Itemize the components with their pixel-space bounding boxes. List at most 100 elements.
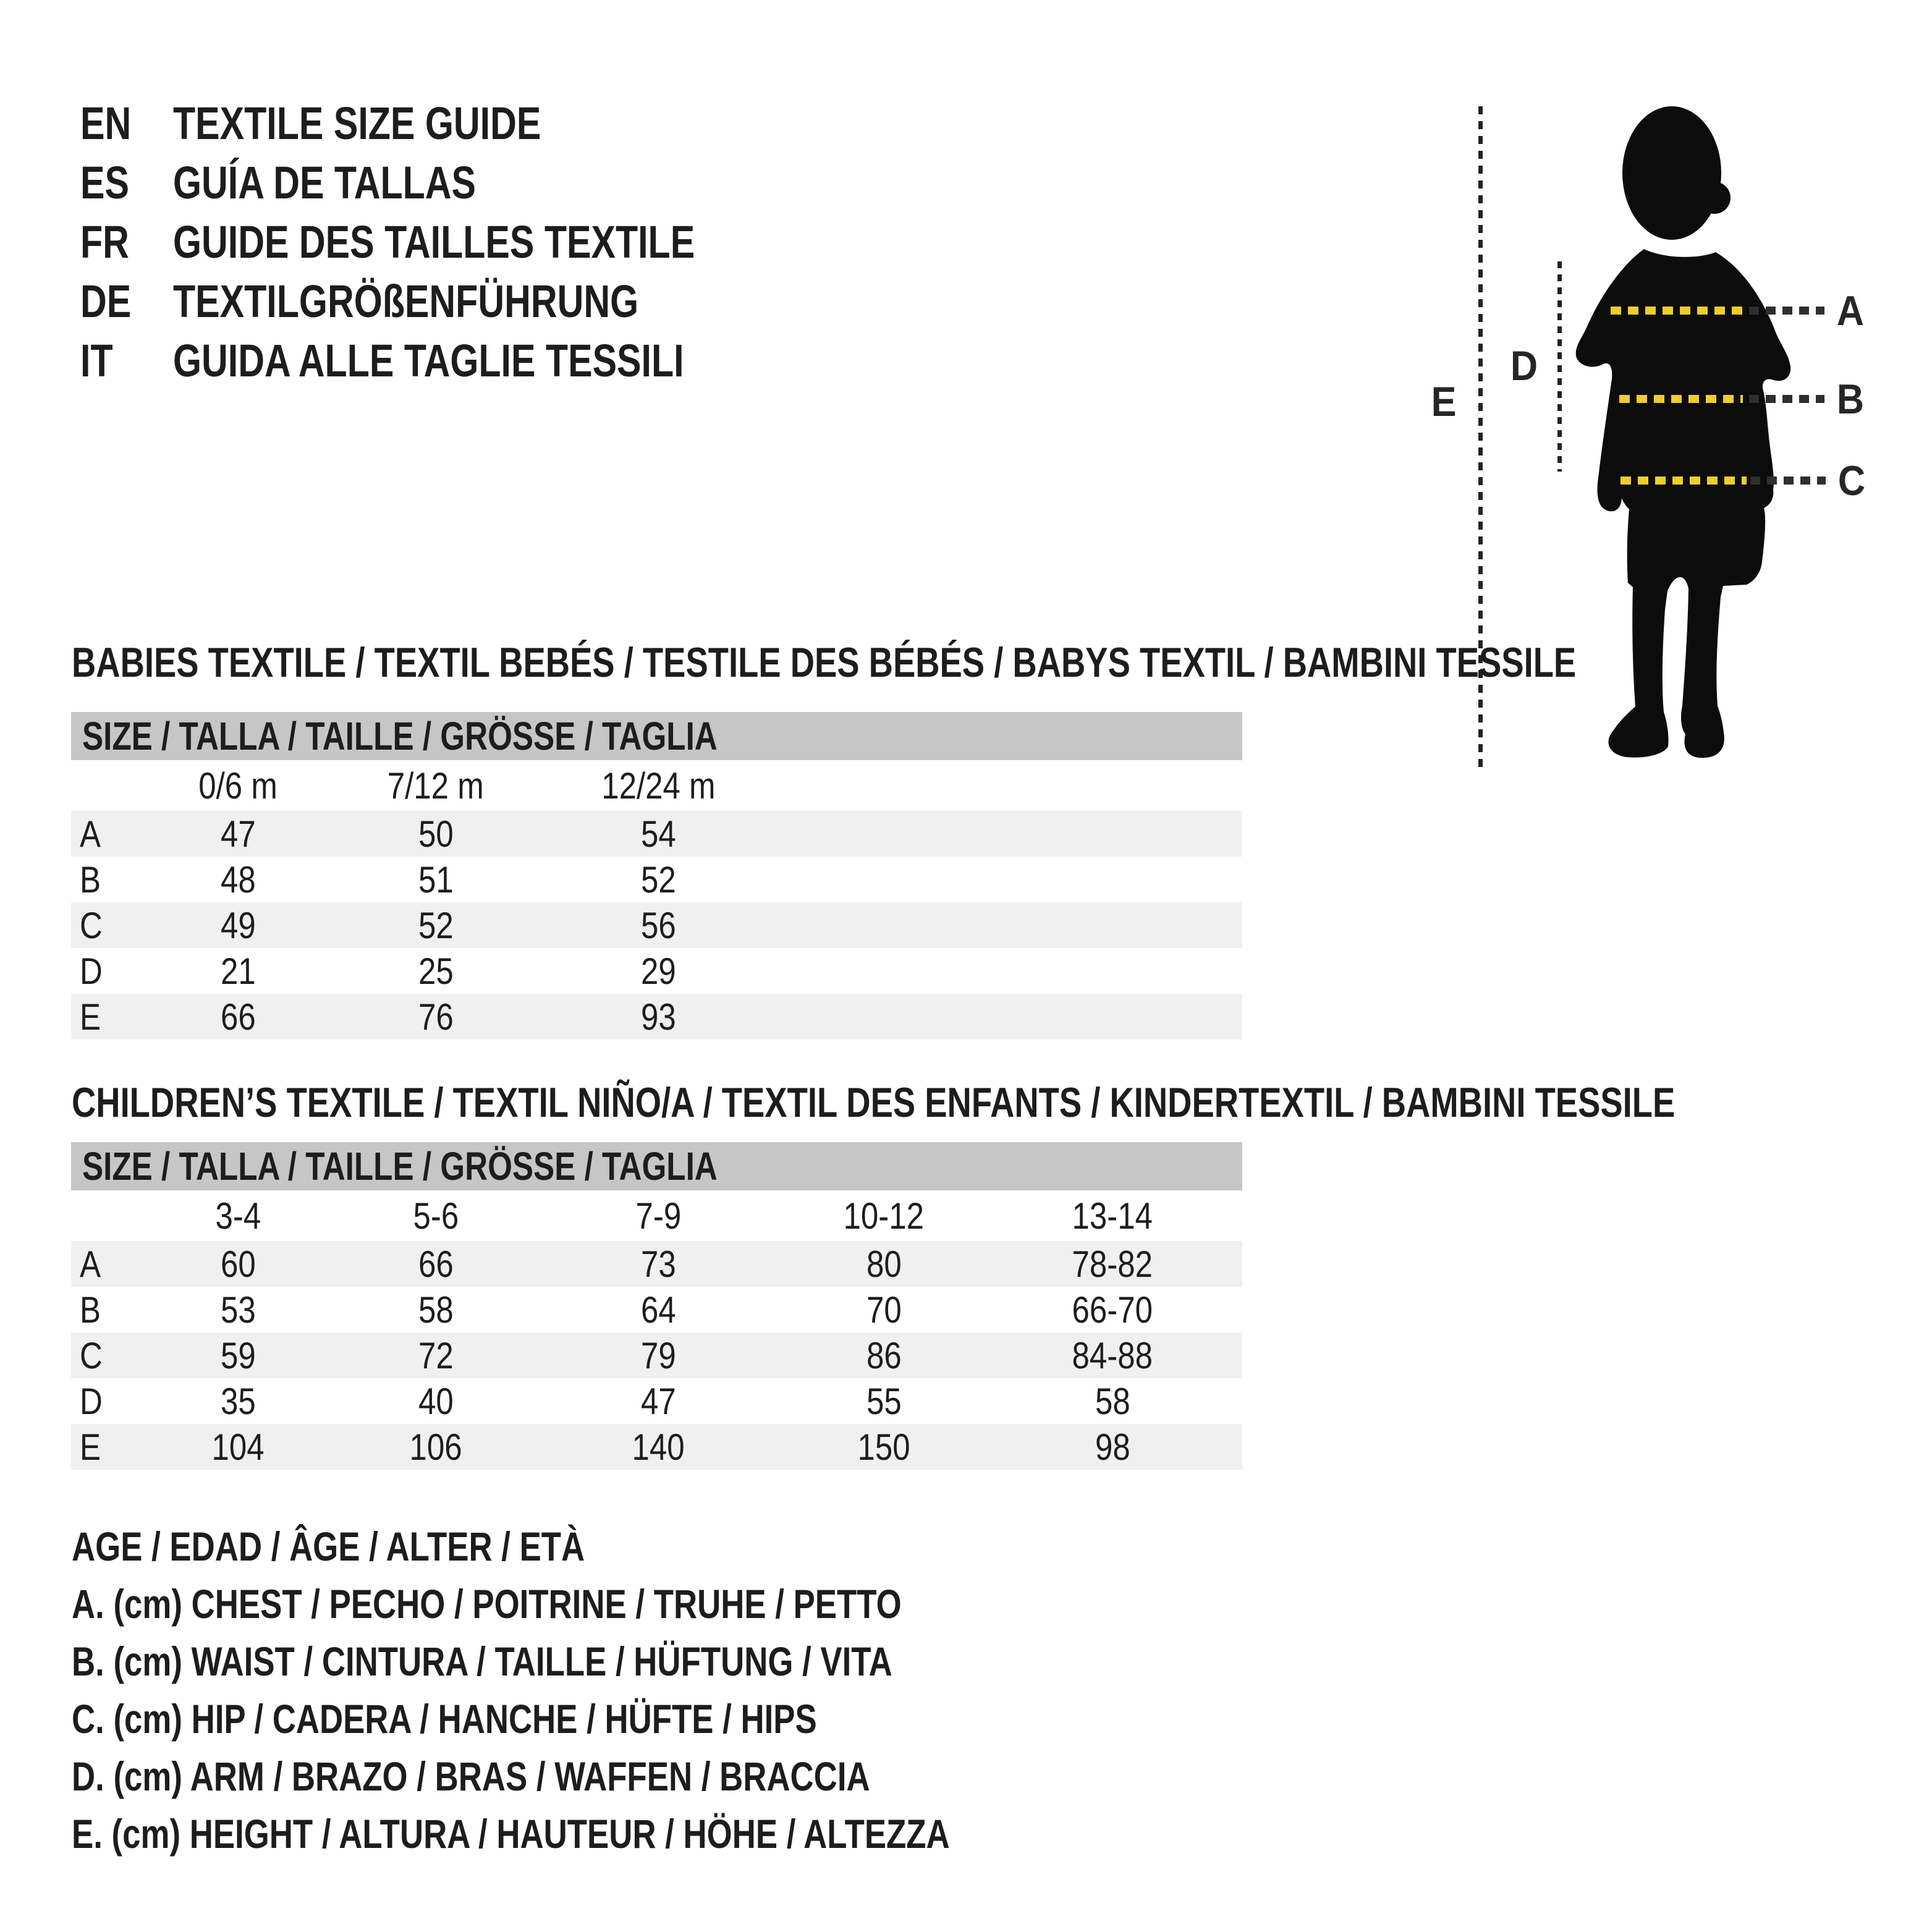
legend-line-height: E. (cm) HEIGHT / ALTURA / HAUTEUR / HÖHE… xyxy=(72,1811,950,1857)
table-row: E 104 106 140 150 98 xyxy=(71,1424,1242,1470)
arm-measure-line-d xyxy=(1557,261,1562,472)
table-row: A 47 50 54 xyxy=(71,811,1242,857)
language-code: EN xyxy=(80,98,132,149)
guide-title: GUIDE DES TAILLES TEXTILE xyxy=(173,216,695,268)
row-label: D xyxy=(80,950,103,992)
size-value: 29 xyxy=(640,950,676,992)
language-row: DE TEXTILGRÖßENFÜHRUNG xyxy=(80,272,825,331)
language-code: FR xyxy=(80,216,129,268)
size-value: 93 xyxy=(640,996,676,1038)
label-a: A xyxy=(1836,287,1865,334)
language-code: ES xyxy=(80,157,129,208)
size-value: 21 xyxy=(220,950,256,992)
row-label: A xyxy=(80,1243,101,1285)
label-b: B xyxy=(1836,376,1865,423)
column-header: 13-14 xyxy=(1072,1195,1153,1237)
size-value: 79 xyxy=(640,1334,676,1376)
size-value: 48 xyxy=(220,858,256,900)
hip-measure-line-c xyxy=(1621,477,1747,485)
table-row: E 66 76 93 xyxy=(71,994,1242,1040)
row-label: B xyxy=(80,1289,101,1331)
size-value: 59 xyxy=(220,1334,256,1376)
table-row: C 59 72 79 86 84-88 xyxy=(71,1332,1242,1378)
table-row: C 49 52 56 xyxy=(71,902,1242,948)
table-row: D 21 25 29 xyxy=(71,948,1242,994)
language-code: DE xyxy=(80,276,132,327)
size-header-bar: SIZE / TALLA / TAILLE / GRÖSSE / TAGLIA xyxy=(71,712,1242,760)
column-header: 0/6 m xyxy=(198,765,278,807)
child-silhouette-icon xyxy=(1575,106,1791,758)
size-header-bar: SIZE / TALLA / TAILLE / GRÖSSE / TAGLIA xyxy=(71,1142,1242,1190)
size-value: 55 xyxy=(866,1380,902,1422)
chest-leader-line-a xyxy=(1749,307,1824,315)
size-value: 52 xyxy=(640,858,676,900)
table-header-row: 3-4 5-6 7-9 10-12 13-14 xyxy=(71,1190,1242,1241)
height-measure-line-e xyxy=(1478,106,1483,771)
babies-section-heading: BABIES TEXTILE / TEXTIL BEBÉS / TESTILE … xyxy=(72,638,1932,687)
label-e: E xyxy=(1431,378,1457,425)
children-size-table: SIZE / TALLA / TAILLE / GRÖSSE / TAGLIA … xyxy=(71,1142,1242,1470)
language-row: FR GUIDE DES TAILLES TEXTILE xyxy=(80,213,825,272)
size-header-text: SIZE / TALLA / TAILLE / GRÖSSE / TAGLIA xyxy=(82,714,718,758)
size-value: 104 xyxy=(211,1426,265,1468)
language-row: ES GUÍA DE TALLAS xyxy=(80,153,825,213)
legend-line-arm: D. (cm) ARM / BRAZO / BRAS / WAFFEN / BR… xyxy=(72,1753,870,1799)
table-row: A 60 66 73 80 78-82 xyxy=(71,1241,1242,1287)
row-label: E xyxy=(80,1426,101,1468)
waist-measure-line-b xyxy=(1619,395,1743,403)
size-value: 53 xyxy=(220,1289,256,1331)
size-value: 78-82 xyxy=(1072,1243,1153,1285)
size-value: 80 xyxy=(866,1243,902,1285)
size-value: 40 xyxy=(418,1380,454,1422)
size-value: 51 xyxy=(418,858,454,900)
size-value: 58 xyxy=(1095,1380,1130,1422)
size-value: 86 xyxy=(866,1334,902,1376)
size-value: 54 xyxy=(640,813,676,855)
row-label: B xyxy=(80,858,101,900)
language-code: IT xyxy=(80,335,113,386)
guide-title: TEXTILGRÖßENFÜHRUNG xyxy=(173,276,639,327)
size-value: 50 xyxy=(418,813,454,855)
size-value: 49 xyxy=(220,904,256,946)
size-value: 60 xyxy=(220,1243,256,1285)
children-heading-text: CHILDREN’S TEXTILE / TEXTIL NIÑO/A / TEX… xyxy=(72,1079,1676,1126)
babies-heading-text: BABIES TEXTILE / TEXTIL BEBÉS / TESTILE … xyxy=(72,639,1577,686)
waist-leader-line-b xyxy=(1749,395,1824,403)
size-value: 66 xyxy=(220,996,256,1038)
size-value: 106 xyxy=(409,1426,462,1468)
label-c: C xyxy=(1837,457,1866,504)
size-value: 64 xyxy=(640,1289,676,1331)
size-value: 58 xyxy=(418,1289,454,1331)
hip-leader-line-c xyxy=(1750,477,1826,485)
measurement-figure: A B C D E xyxy=(0,0,1932,803)
language-row: IT GUIDA ALLE TAGLIE TESSILI xyxy=(80,331,825,391)
row-label: C xyxy=(80,904,103,946)
legend-line-hip: C. (cm) HIP / CADERA / HANCHE / HÜFTE / … xyxy=(72,1696,817,1742)
table-row: B 48 51 52 xyxy=(71,857,1242,902)
size-value: 76 xyxy=(418,996,454,1038)
column-header: 3-4 xyxy=(215,1195,261,1237)
legend-line-chest: A. (cm) CHEST / PECHO / POITRINE / TRUHE… xyxy=(72,1581,902,1627)
size-value: 72 xyxy=(418,1334,454,1376)
column-header: 7-9 xyxy=(635,1195,681,1237)
guide-title: TEXTILE SIZE GUIDE xyxy=(173,98,541,149)
table-header-row: 0/6 m 7/12 m 12/24 m xyxy=(71,760,1242,811)
size-header-text: SIZE / TALLA / TAILLE / GRÖSSE / TAGLIA xyxy=(82,1144,718,1188)
size-value: 56 xyxy=(640,904,676,946)
guide-title: GUÍA DE TALLAS xyxy=(173,157,477,208)
legend-line-age: AGE / EDAD / ÂGE / ALTER / ETÀ xyxy=(72,1523,585,1569)
column-header: 12/24 m xyxy=(601,765,716,807)
table-row: D 35 40 47 55 58 xyxy=(71,1378,1242,1424)
row-label: A xyxy=(80,813,101,855)
guide-title: GUIDA ALLE TAGLIE TESSILI xyxy=(173,335,684,386)
row-label: C xyxy=(80,1334,103,1376)
size-value: 73 xyxy=(640,1243,676,1285)
label-d: D xyxy=(1510,342,1538,389)
column-header: 5-6 xyxy=(413,1195,459,1237)
chest-measure-line-a xyxy=(1611,307,1743,315)
size-value: 35 xyxy=(220,1380,256,1422)
table-row: B 53 58 64 70 66-70 xyxy=(71,1287,1242,1332)
size-value: 47 xyxy=(640,1380,676,1422)
row-label: D xyxy=(80,1380,103,1422)
